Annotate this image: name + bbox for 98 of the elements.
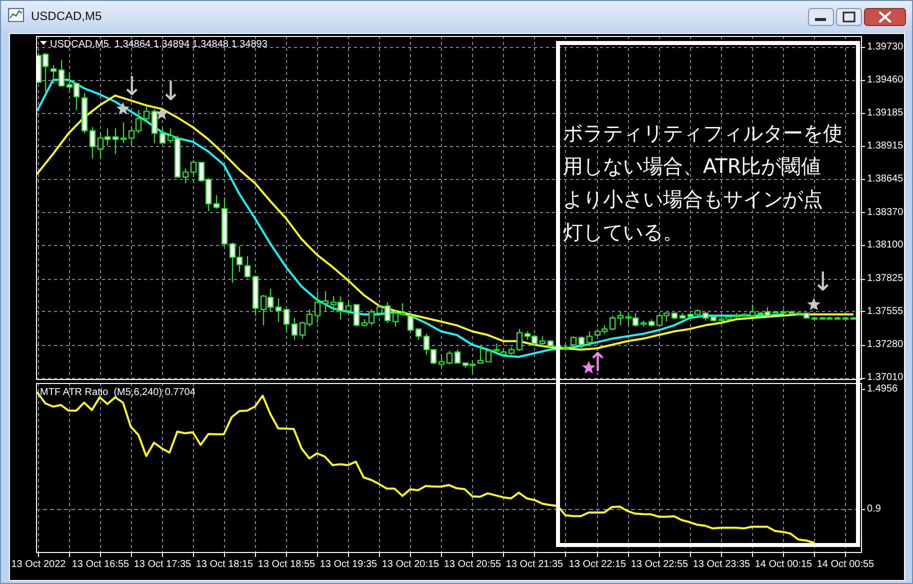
candlestick [322, 290, 328, 312]
candlestick [648, 318, 654, 328]
x-tick-label: 13 Oct 18:55 [258, 559, 316, 570]
candlestick [850, 316, 856, 320]
y-tick-label: 1.4956 [867, 383, 898, 394]
x-tick-label: 13 Oct 22:55 [630, 559, 689, 570]
data-label: ↓ [160, 76, 182, 107]
x-tick-label: 13 Oct 17:35 [134, 559, 192, 570]
candlestick [618, 311, 624, 326]
candlestick [710, 315, 716, 322]
candlestick [548, 339, 554, 348]
candlestick [314, 290, 320, 324]
candlestick [284, 308, 290, 332]
y-tick-label: 1.37555 [867, 306, 904, 317]
annotation: 灯している。 [563, 220, 683, 244]
candlestick [276, 298, 282, 322]
x-tick-label: 13 Oct 19:35 [320, 559, 378, 570]
candlestick [610, 315, 616, 331]
point [116, 102, 130, 115]
candlestick [120, 122, 126, 144]
annotation: 用しない場合、ATR比が閾値 [563, 154, 822, 178]
data-label: ↑ [586, 348, 609, 378]
candlestick [742, 312, 748, 318]
x-tick-label: 13 Oct 20:15 [382, 559, 440, 570]
chart-title: MTF ATR Ratio (M5,6,240) 0.7704 [40, 387, 196, 398]
y-tick-label: 1.38370 [867, 206, 904, 218]
candlestick [734, 312, 740, 319]
candlestick [82, 92, 88, 134]
candlestick [454, 349, 460, 364]
candlestick [292, 318, 298, 340]
candlestick [214, 194, 220, 210]
candlestick [804, 312, 810, 319]
candlestick [842, 316, 848, 320]
candlestick [578, 336, 584, 350]
x-tick-label: 14 Oct 00:55 [816, 559, 875, 570]
y-tick-label: 1.37010 [867, 372, 904, 384]
candlestick [772, 310, 778, 314]
candlestick [354, 304, 360, 328]
candlestick [500, 348, 506, 358]
point [807, 298, 821, 310]
candlestick [438, 354, 444, 368]
candlestick [244, 256, 250, 278]
candlestick [190, 159, 196, 178]
y-tick-label: 1.39730 [867, 41, 904, 52]
candlestick [494, 343, 500, 352]
y-tick-label: 1.37825 [867, 273, 904, 284]
candlestick [376, 304, 382, 314]
candlestick [160, 128, 166, 144]
x-tick-label: 13 Oct 18:15 [196, 559, 254, 570]
candlestick [486, 349, 492, 362]
candlestick [222, 197, 228, 246]
y-tick-label: 1.37280 [867, 339, 904, 350]
y-tick-label: 1.38645 [867, 173, 904, 184]
candlestick [540, 336, 546, 346]
candlestick [384, 302, 390, 324]
candlestick [516, 328, 522, 352]
candlestick [152, 108, 158, 144]
candlestick [570, 336, 576, 348]
y-tick-label: 1.39185 [867, 108, 904, 119]
x-tick-label: 13 Oct 2022 [11, 559, 66, 570]
candlestick [834, 316, 840, 320]
candlestick [446, 350, 452, 365]
candlestick [252, 274, 258, 316]
candlestick [408, 312, 414, 332]
candlestick [680, 312, 686, 320]
candlestick [750, 304, 756, 316]
x-tick-label: 13 Oct 23:35 [692, 559, 751, 570]
candlestick [416, 328, 422, 340]
x-tick-label: 13 Oct 21:35 [506, 559, 564, 570]
candlestick [780, 309, 786, 314]
candlestick [58, 60, 64, 86]
y-tick-label: 1.39460 [867, 74, 904, 86]
candlestick [508, 346, 514, 355]
y-tick-label: 0.9 [867, 504, 882, 515]
chart-subtitle: USDCAD,M5 1.34864 1.34894 1.34848 1.34893 [50, 39, 268, 50]
candlestick [182, 168, 188, 184]
data-label: ↓ [812, 268, 834, 298]
candlestick [90, 126, 96, 160]
candlestick [346, 299, 352, 314]
candlestick [144, 106, 150, 123]
annotation: ボラティリティフィルターを使 [563, 121, 843, 145]
candlestick [812, 316, 818, 320]
x-tick-label: 14 Oct 00:15 [754, 559, 813, 570]
y-tick-label: 1.38100 [867, 240, 904, 251]
data-label: ↓ [121, 72, 143, 102]
x-tick-label: 13 Oct 20:55 [444, 559, 502, 570]
candlestick [112, 128, 118, 154]
x-tick-label: 13 Oct 22:15 [568, 559, 627, 570]
candlestick [478, 344, 484, 364]
candlestick [586, 330, 592, 346]
candlestick [50, 64, 56, 84]
candlestick [672, 312, 678, 320]
candlestick [640, 320, 646, 328]
y-tick-label: 1.38915 [867, 140, 904, 152]
candlestick [702, 311, 708, 321]
annotation: より小さい場合もサインが点 [563, 187, 823, 211]
chart-title: USDCAD,M5 [31, 9, 102, 23]
x-tick-label: 13 Oct 16:55 [72, 559, 130, 570]
